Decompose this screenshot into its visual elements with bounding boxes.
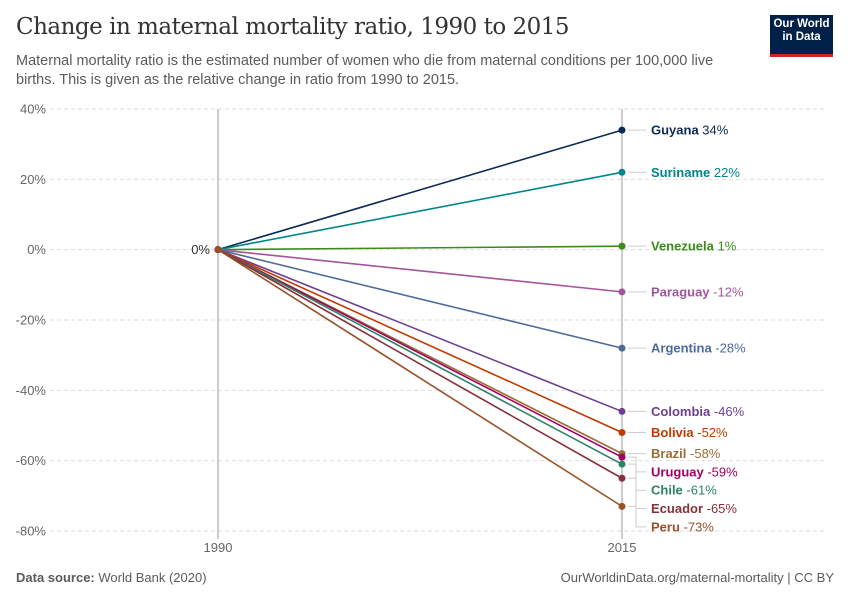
end-point-bolivia <box>618 429 626 437</box>
source-value[interactable]: World Bank (2020) <box>98 570 207 585</box>
chart-subtitle: Maternal mortality ratio is the estimate… <box>16 53 714 88</box>
series-label-peru: Peru -73% <box>651 519 714 534</box>
y-tick-label: -20% <box>16 313 47 328</box>
series-value: -46% <box>710 404 744 419</box>
series-line-bolivia <box>217 248 623 434</box>
series-label-paraguay: Paraguay -12% <box>651 284 744 299</box>
series-line-argentina <box>217 248 623 349</box>
slope-chart: 40% 20% 0% -20% -40% -60% -80% 1990 2015 0% Guyana… <box>16 102 825 555</box>
y-tick-label: 0% <box>27 242 46 257</box>
series-name: Paraguay <box>651 284 710 299</box>
end-point-peru <box>618 502 626 510</box>
series-label-brazil: Brazil -58% <box>651 446 721 461</box>
series-value: -12% <box>710 284 744 299</box>
series-name: Bolivia <box>651 425 694 440</box>
series-label-chile: Chile -61% <box>651 483 717 498</box>
series-name: Colombia <box>651 404 711 419</box>
logo-line-2: in Data <box>782 31 821 43</box>
series-value: -58% <box>686 446 720 461</box>
start-point <box>214 246 222 254</box>
series-name: Peru <box>651 519 680 534</box>
chart-title: Change in maternal mortality ratio, 1990… <box>16 14 570 40</box>
series-name: Uruguay <box>651 464 705 479</box>
end-point-ecuador <box>618 474 626 482</box>
series-value: -28% <box>712 341 746 356</box>
y-tick-label: -80% <box>16 524 47 539</box>
series-label-bolivia: Bolivia -52% <box>651 425 728 440</box>
series-label-colombia: Colombia -46% <box>651 404 745 419</box>
end-point-colombia <box>618 407 626 415</box>
x-tick-label: 1990 <box>204 540 233 555</box>
start-label: 0% <box>191 242 210 257</box>
series-line-paraguay <box>217 248 623 293</box>
series-value: -59% <box>704 464 738 479</box>
series-label-argentina: Argentina -28% <box>651 341 746 356</box>
series-name: Suriname <box>651 165 710 180</box>
series-label-venezuela: Venezuela 1% <box>651 239 737 254</box>
series-label-ecuador: Ecuador -65% <box>651 501 737 516</box>
source-label: Data source: <box>16 570 95 585</box>
series-line-colombia <box>217 248 623 413</box>
series-value: -61% <box>683 483 717 498</box>
end-point-uruguay <box>618 453 626 461</box>
series-value: 22% <box>710 165 740 180</box>
logo-line-1: Our World <box>773 18 830 30</box>
y-tick-label: -60% <box>16 453 47 468</box>
series-name: Brazil <box>651 446 686 461</box>
end-point-paraguay <box>618 288 626 296</box>
x-tick-label: 2015 <box>608 540 637 555</box>
y-tick-label: 40% <box>20 102 46 117</box>
series-label-suriname: Suriname 22% <box>651 165 740 180</box>
series-value: 34% <box>699 123 729 138</box>
y-tick-label: -40% <box>16 383 47 398</box>
series-name: Guyana <box>651 123 699 138</box>
label-connector <box>628 477 646 510</box>
series-line-guyana <box>217 129 623 251</box>
series-line-ecuador <box>217 248 623 479</box>
series-value: -65% <box>703 501 737 516</box>
end-point-venezuela <box>618 242 626 250</box>
label-connector <box>628 505 646 528</box>
label-connector <box>628 463 646 491</box>
series-name: Venezuela <box>651 239 715 254</box>
series-name: Argentina <box>651 341 712 356</box>
series-value: -73% <box>680 519 714 534</box>
series-line-peru <box>217 248 623 508</box>
series-line-uruguay <box>217 248 623 458</box>
series-line-suriname <box>217 171 623 251</box>
series-line-chile <box>217 248 623 465</box>
data-source: Data source: World Bank (2020) <box>16 570 207 585</box>
series-value: 1% <box>714 239 737 254</box>
y-tick-label: 20% <box>20 172 46 187</box>
series-name: Chile <box>651 483 683 498</box>
series-name: Ecuador <box>651 501 703 516</box>
end-point-chile <box>618 460 626 468</box>
end-point-argentina <box>618 344 626 352</box>
series-label-guyana: Guyana 34% <box>651 123 729 138</box>
series-value: -52% <box>694 425 728 440</box>
series-line-venezuela <box>217 245 623 251</box>
end-point-guyana <box>618 126 626 134</box>
footer-url[interactable]: OurWorldinData.org/maternal-mortality | … <box>560 570 834 585</box>
end-point-suriname <box>618 168 626 176</box>
owid-logo[interactable]: Our World in Data <box>770 15 833 57</box>
series-label-uruguay: Uruguay -59% <box>651 464 738 479</box>
